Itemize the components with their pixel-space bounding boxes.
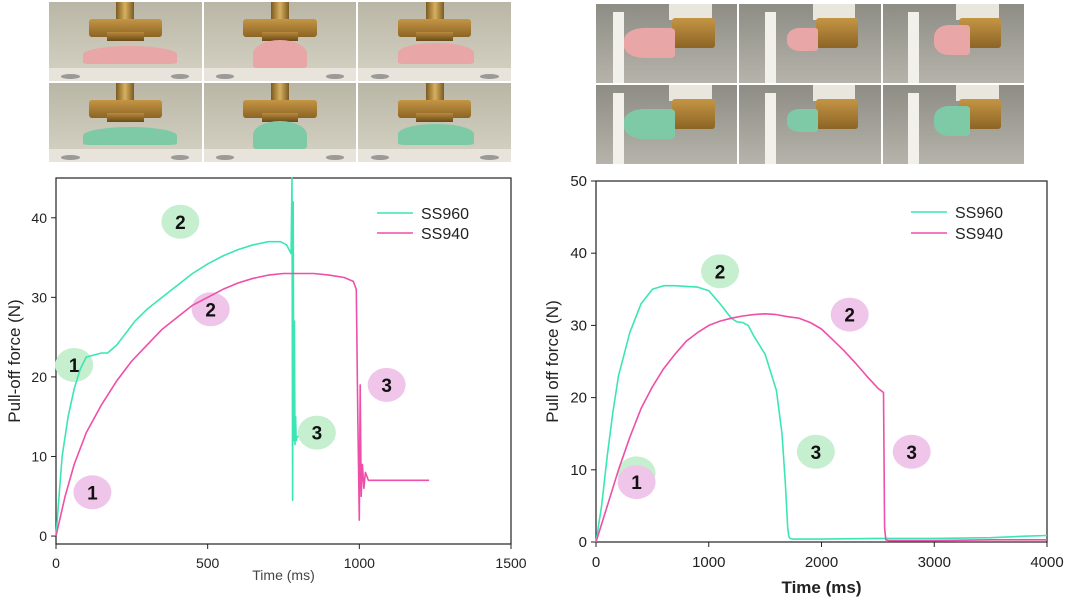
- photo-left-r1-c3: [358, 2, 511, 81]
- annotation-label: 2: [175, 213, 186, 234]
- y-tick-label: 0: [579, 534, 587, 551]
- series-line-ss940: [55, 272, 430, 537]
- legend-label-ss960: SS960: [955, 205, 1003, 222]
- photo-right-r2-c1: [596, 85, 738, 164]
- x-tick-label: 0: [592, 554, 600, 571]
- annotation-bubble-ss940: [617, 465, 656, 500]
- y-tick-label: 0: [39, 528, 47, 544]
- annotation-bubble-ss960: [701, 254, 740, 289]
- annotation-bubble-ss960: [796, 434, 835, 469]
- annotation-label: 2: [205, 300, 216, 321]
- photo-left-r1-c1: [49, 2, 202, 81]
- photo-grid-left: [49, 2, 511, 162]
- annotation-bubble-ss960: [297, 415, 336, 450]
- legend-label-ss940: SS940: [421, 226, 469, 243]
- y-tick-label: 10: [570, 462, 587, 479]
- annotation-bubble-ss960: [55, 347, 94, 382]
- photo-right-r1-c3: [882, 4, 1024, 83]
- x-tick-label: 1500: [495, 555, 526, 571]
- photo-left-r2-c2: [203, 83, 357, 162]
- y-tick-label: 40: [570, 245, 587, 262]
- series-line-ss960: [55, 177, 299, 537]
- photo-left-r2-c1: [49, 83, 202, 162]
- x-axis-label: Time (ms): [252, 567, 314, 583]
- series-line-ss960: [595, 284, 1048, 543]
- annotation-label: 2: [844, 306, 855, 327]
- annotation-label: 1: [631, 473, 642, 494]
- annotation-label: 1: [69, 356, 80, 377]
- x-tick-label: 0: [52, 555, 60, 571]
- annotation-label: 3: [906, 443, 917, 464]
- annotation-bubble-ss940: [367, 367, 406, 402]
- chart-left: 0 500 1000 1500 0 10 20 30 40 Time (ms) Pull-off f…: [5, 177, 527, 583]
- photo-left-r2-c3: [358, 83, 511, 162]
- y-axis-label: Pull-off force (N): [5, 299, 24, 422]
- x-tick-label: 500: [196, 555, 220, 571]
- x-tick-label: 1000: [692, 554, 725, 571]
- y-axis-label: Pull off force (N): [543, 300, 562, 423]
- x-tick-label: 3000: [918, 554, 951, 571]
- y-tick-label: 20: [31, 369, 47, 385]
- y-tick-label: 20: [570, 390, 587, 407]
- y-tick-label: 50: [570, 173, 587, 190]
- annotation-label: 3: [381, 376, 392, 397]
- y-tick-label: 10: [31, 448, 47, 464]
- photo-left-r1-c2: [203, 2, 357, 81]
- legend-label-ss940: SS940: [955, 226, 1003, 243]
- annotation-label: 3: [312, 424, 323, 445]
- legend-label-ss960: SS960: [421, 206, 469, 223]
- annotation-bubble-ss940: [892, 434, 931, 469]
- y-tick-label: 30: [570, 317, 587, 334]
- x-axis-label: Time (ms): [782, 578, 862, 597]
- photo-right-r1-c2: [739, 4, 881, 83]
- annotation-label: 2: [715, 262, 726, 283]
- series-line-ss940: [595, 313, 1047, 543]
- x-tick-label: 4000: [1030, 554, 1063, 571]
- photo-grid-right: [596, 4, 1024, 164]
- y-tick-label: 30: [31, 289, 47, 305]
- annotation-bubble-ss960: [161, 204, 200, 239]
- x-tick-label: 2000: [805, 554, 838, 571]
- annotation-bubble-ss940: [73, 475, 112, 510]
- annotation-label: 3: [811, 443, 822, 464]
- y-tick-label: 40: [31, 210, 47, 226]
- photo-right-r2-c2: [739, 85, 881, 164]
- annotation-label: 1: [87, 483, 98, 504]
- photo-right-r2-c3: [882, 85, 1024, 164]
- photo-right-r1-c1: [596, 4, 738, 83]
- annotation-bubble-ss940: [830, 297, 869, 332]
- x-tick-label: 1000: [344, 555, 375, 571]
